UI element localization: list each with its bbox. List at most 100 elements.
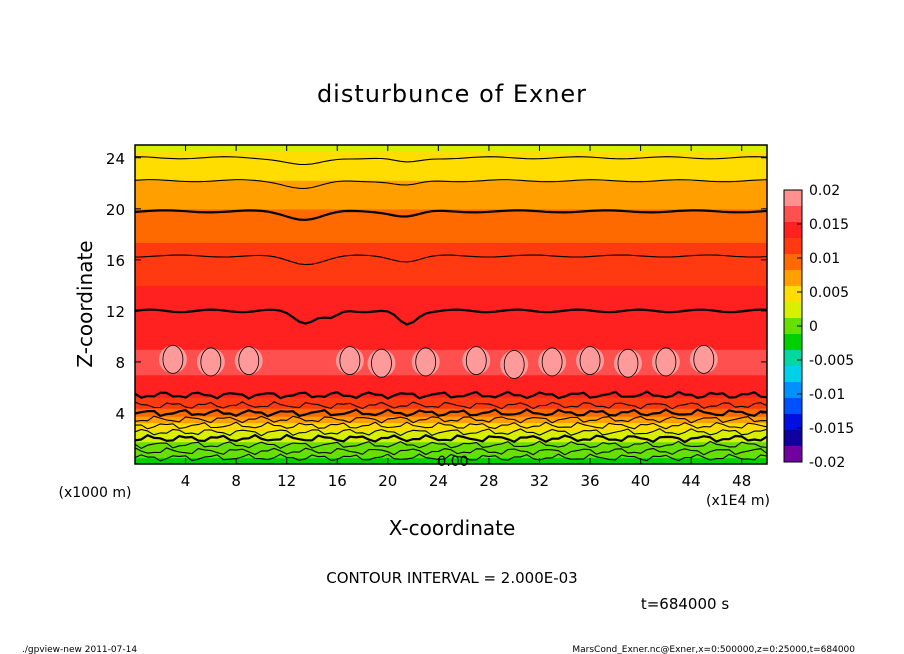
contour-band xyxy=(135,306,767,309)
y-axis-ticks: 4 8 12 16 20 24 xyxy=(106,150,767,423)
contour-band xyxy=(135,245,767,248)
contour-band xyxy=(135,199,767,202)
contour-band xyxy=(135,387,767,390)
contour-band xyxy=(135,156,767,159)
contour-band xyxy=(135,400,767,403)
contour-band xyxy=(135,433,767,436)
contour-core-patch xyxy=(411,347,440,376)
colorbar-segment xyxy=(784,430,802,447)
y-tick-label: 12 xyxy=(106,303,125,321)
colorbar-segment xyxy=(784,270,802,287)
contour-band xyxy=(135,302,767,306)
y-axis-unit: (x1000 m) xyxy=(59,485,132,501)
contour-interval-text: CONTOUR INTERVAL = 2.000E-03 xyxy=(326,569,577,587)
contour-core-patch xyxy=(538,347,567,376)
contour-band xyxy=(135,451,767,454)
contour-band xyxy=(135,145,767,148)
contour-band xyxy=(135,216,767,219)
contour-band xyxy=(135,256,767,259)
contour-band xyxy=(135,371,767,374)
contour-core-patch xyxy=(158,345,187,374)
contour-band xyxy=(135,366,767,369)
contour-band xyxy=(135,271,767,274)
colorbar-segment xyxy=(784,446,802,463)
contour-band xyxy=(135,454,767,457)
contour-band xyxy=(135,152,767,156)
contour-band xyxy=(135,408,767,411)
contour-band xyxy=(135,448,767,451)
contour-band xyxy=(135,285,767,288)
contour-band xyxy=(135,251,767,255)
contour-band xyxy=(135,192,767,196)
contour-line xyxy=(135,433,767,444)
colorbar-segment xyxy=(784,318,802,335)
contour-band xyxy=(135,242,767,245)
contour-core-patch xyxy=(335,346,364,375)
contour-band xyxy=(135,457,767,460)
x-axis-label: X-coordinate xyxy=(389,516,516,540)
contour-band xyxy=(135,441,767,444)
contour-core-patch xyxy=(613,349,642,378)
colorbar-tick-label: 0 xyxy=(809,319,818,335)
contour-line xyxy=(135,408,767,418)
contour-core-loop xyxy=(655,347,677,377)
contour-band xyxy=(135,334,767,337)
contour-band xyxy=(135,347,767,350)
y-tick-label: 8 xyxy=(115,354,125,372)
colorbar-segment xyxy=(784,414,802,431)
contour-band xyxy=(135,208,767,211)
contour-line xyxy=(135,254,767,266)
chart-title: disturbunce of Exner xyxy=(317,80,587,108)
contour-band xyxy=(135,160,767,164)
x-tick-label: 4 xyxy=(181,472,191,490)
contour-core-patch xyxy=(462,346,491,375)
contour-band xyxy=(135,248,767,251)
contour-band xyxy=(135,330,767,333)
contour-band xyxy=(135,333,767,336)
colorbar-tick-label: 0.015 xyxy=(809,217,849,233)
contour-band xyxy=(135,376,767,379)
contour-band xyxy=(135,188,767,191)
contour-band xyxy=(135,275,767,278)
contour-band xyxy=(135,312,767,315)
contour-line xyxy=(135,415,767,424)
colorbar-segment xyxy=(784,286,802,303)
contour-band xyxy=(135,280,767,283)
contour-band xyxy=(135,341,767,344)
contour-band xyxy=(135,416,767,419)
contour-band xyxy=(135,425,767,428)
contour-band xyxy=(135,274,767,277)
contour-band xyxy=(135,435,767,438)
x-axis-ticks: 4 8 12 16 20 24 28 32 36 40 44 48 xyxy=(181,145,751,490)
contour-line xyxy=(135,440,767,450)
footer-left: ./gpview-new 2011-07-14 xyxy=(22,645,137,654)
colorbar-segment xyxy=(784,302,802,319)
contour-band xyxy=(135,460,767,464)
contour-core-loop xyxy=(541,347,563,377)
contour-band xyxy=(135,205,767,208)
y-tick-label: 16 xyxy=(106,252,125,270)
contour-band xyxy=(135,278,767,282)
contour-core-loop xyxy=(371,348,392,378)
contour-line xyxy=(135,156,767,166)
contour-band xyxy=(135,336,767,339)
contour-band xyxy=(135,403,767,406)
x-tick-label: 36 xyxy=(580,472,599,490)
contour-core-patch xyxy=(234,346,263,375)
contour-band xyxy=(135,314,767,317)
contour-band xyxy=(135,390,767,393)
contour-band xyxy=(135,299,767,302)
contour-band xyxy=(135,331,767,334)
x-tick-label: 40 xyxy=(631,472,650,490)
time-text: t=684000 s xyxy=(641,595,729,613)
contour-band xyxy=(135,247,767,250)
contour-band xyxy=(135,355,767,358)
contour-band xyxy=(135,219,767,223)
contour-band xyxy=(135,382,767,385)
contour-band xyxy=(135,172,767,175)
contour-line xyxy=(135,390,767,400)
contour-core-patch xyxy=(500,350,529,379)
contour-core-loop xyxy=(238,346,260,376)
contour-band xyxy=(135,176,767,180)
contour-band xyxy=(135,345,767,349)
